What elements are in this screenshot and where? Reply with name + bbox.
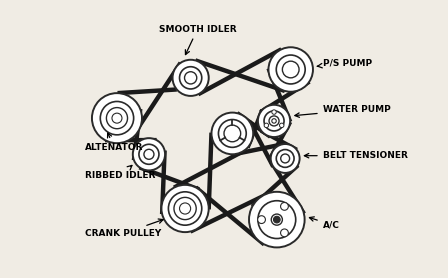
Circle shape — [280, 123, 284, 128]
Circle shape — [133, 138, 165, 170]
Circle shape — [92, 93, 142, 143]
Circle shape — [258, 105, 290, 137]
Circle shape — [273, 216, 280, 223]
Circle shape — [280, 202, 289, 210]
Circle shape — [271, 144, 300, 173]
Circle shape — [211, 113, 253, 154]
Text: RIBBED IDLER: RIBBED IDLER — [85, 165, 155, 180]
Circle shape — [172, 60, 209, 96]
Text: P/S PUMP: P/S PUMP — [317, 58, 372, 68]
Circle shape — [268, 47, 313, 92]
Text: BELT TENSIONER: BELT TENSIONER — [304, 151, 408, 160]
Circle shape — [272, 110, 276, 114]
Circle shape — [264, 123, 269, 128]
Text: CRANK PULLEY: CRANK PULLEY — [85, 219, 163, 238]
Circle shape — [280, 229, 289, 237]
Text: SMOOTH IDLER: SMOOTH IDLER — [159, 25, 236, 54]
Text: ALTENATOR: ALTENATOR — [85, 133, 144, 152]
Circle shape — [258, 216, 265, 224]
Text: WATER PUMP: WATER PUMP — [295, 105, 391, 117]
Text: A/C: A/C — [310, 217, 340, 229]
Circle shape — [249, 192, 305, 247]
Circle shape — [161, 185, 209, 232]
